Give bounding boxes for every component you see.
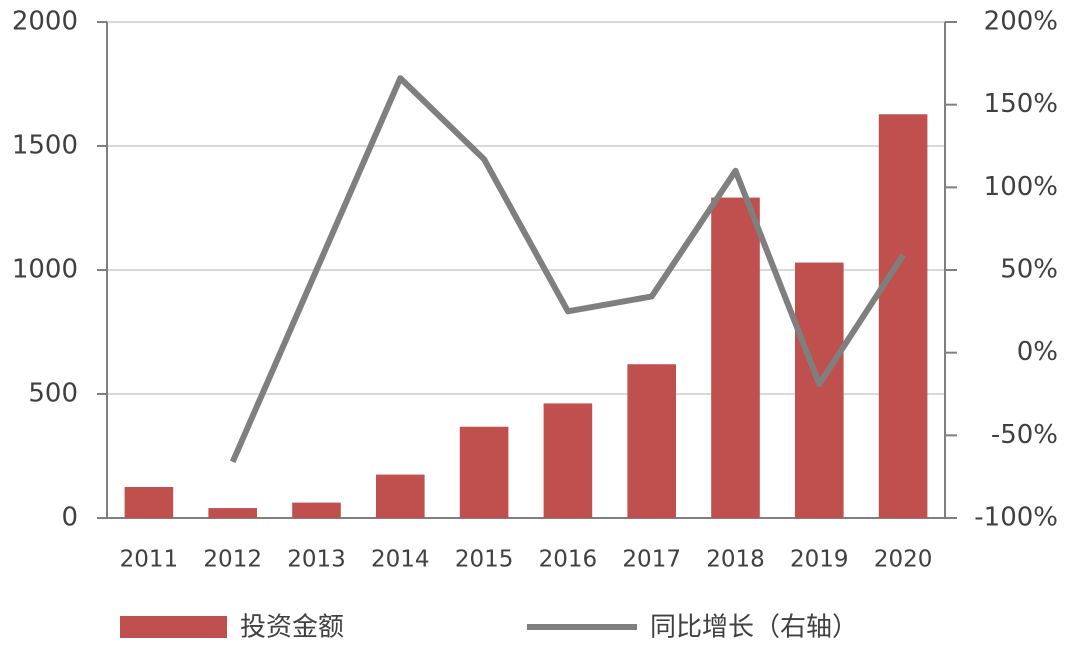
y2-tick-label: 0%: [1017, 337, 1058, 367]
x-tick-label: 2012: [203, 547, 262, 573]
x-tick-label: 2016: [539, 547, 598, 573]
x-tick-label: 2014: [371, 547, 430, 573]
y2-tick-label: 50%: [1000, 255, 1058, 285]
legend-label: 投资金额: [240, 613, 344, 643]
x-tick-label: 2019: [790, 547, 849, 573]
y2-tick-label: 150%: [984, 89, 1058, 119]
y2-tick-label: -100%: [974, 503, 1058, 533]
y-tick-label: 0: [61, 503, 78, 533]
y-tick-label: 500: [28, 379, 78, 409]
bar: [878, 114, 928, 519]
legend-label: 同比增长（右轴）: [650, 613, 858, 643]
y-tick-label: 1000: [12, 255, 78, 285]
bar: [711, 197, 760, 519]
bar: [375, 474, 425, 518]
x-tick-label: 2013: [287, 547, 346, 573]
bar: [794, 262, 844, 518]
legend-swatch: [120, 616, 227, 638]
y2-tick-label: 100%: [984, 172, 1058, 202]
y2-tick-label: 200%: [984, 7, 1058, 37]
x-tick-label: 2017: [622, 547, 681, 573]
x-tick-label: 2018: [706, 547, 765, 573]
bar: [292, 502, 341, 518]
x-tick-label: 2020: [874, 547, 933, 573]
y2-tick-label: -50%: [991, 420, 1058, 450]
bar: [124, 487, 174, 518]
bar: [459, 426, 509, 518]
x-tick-label: 2015: [455, 547, 514, 573]
y-tick-label: 1500: [12, 131, 78, 161]
y-tick-label: 2000: [12, 7, 78, 37]
bar: [543, 403, 593, 518]
bar: [627, 364, 677, 518]
line: [229, 75, 906, 463]
bar: [208, 508, 258, 518]
x-tick-label: 2011: [120, 547, 179, 573]
